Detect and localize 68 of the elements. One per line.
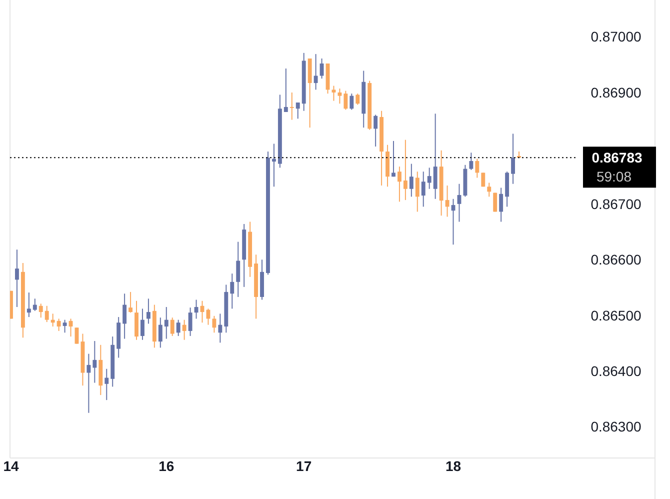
- y-tick-label: 0.86300: [590, 418, 642, 435]
- candlestick: [475, 158, 480, 178]
- candlestick: [62, 319, 67, 334]
- candlestick: [415, 171, 420, 212]
- candlestick: [403, 139, 408, 201]
- candlestick: [272, 143, 276, 188]
- candlestick: [218, 313, 222, 344]
- candlestick: [356, 93, 360, 106]
- text: 59:08: [596, 168, 632, 185]
- candlestick: [164, 306, 168, 340]
- candlestick: [296, 102, 300, 120]
- candlestick: [170, 317, 174, 336]
- candlestick: [505, 171, 510, 208]
- y-tick-label: 0.86600: [590, 252, 642, 268]
- candlestick: [320, 58, 324, 80]
- candlestick: [26, 292, 31, 318]
- candlestick: [104, 368, 109, 401]
- candlestick: [332, 85, 336, 102]
- candlestick: [284, 68, 288, 112]
- candlestick: [350, 93, 354, 110]
- candlestick: [188, 307, 192, 336]
- candlestick: [469, 152, 474, 170]
- candlestick: [44, 305, 49, 323]
- candlestick: [38, 303, 43, 318]
- candlestick: [140, 308, 144, 340]
- candlestick: [128, 291, 132, 314]
- candlestick: [487, 182, 492, 198]
- candlestick: [314, 54, 318, 90]
- candlestick: [230, 273, 234, 310]
- candlestick: [338, 88, 342, 104]
- candlestick: [499, 187, 504, 222]
- y-tick-label: 0.86900: [590, 84, 642, 100]
- candlestick: [236, 241, 240, 298]
- candlestick: [398, 166, 402, 202]
- candlestick: [158, 317, 162, 348]
- candlestick: [392, 140, 396, 178]
- candlestick: [290, 92, 294, 120]
- candlestick: [511, 133, 515, 184]
- x-tick-label: 14: [3, 458, 19, 474]
- y-tick-label: 0.86500: [590, 307, 642, 324]
- candlestick: [421, 171, 426, 208]
- candlestick: [134, 300, 138, 340]
- x-tick-label: 17: [296, 458, 312, 474]
- candlestick: [182, 319, 186, 340]
- candlestick: [212, 315, 216, 334]
- y-tick-label: 0.87000: [590, 28, 642, 45]
- candlestick: [176, 319, 180, 336]
- candlestick: [481, 172, 486, 188]
- candlestick: [32, 298, 37, 312]
- candlestick: [433, 113, 438, 200]
- candlestick: [146, 298, 150, 324]
- candlestick: [445, 185, 450, 218]
- x-tick-label: 18: [445, 458, 462, 474]
- candlestick: [409, 163, 414, 198]
- x-tick-label: 16: [158, 458, 174, 474]
- candlestick: [86, 353, 91, 414]
- candlestick: [344, 90, 348, 110]
- candlestick: [92, 340, 97, 384]
- candlestick: [56, 318, 61, 332]
- candlestick: [15, 249, 19, 308]
- ref-line-label: 0.86783: [592, 150, 643, 166]
- candlestick: [50, 313, 55, 328]
- y-tick-label: 0.86400: [590, 362, 642, 379]
- candlestick: [74, 327, 79, 344]
- candlestick: [427, 167, 432, 190]
- candlestick: [374, 114, 378, 148]
- y-tick-label: 0.86700: [590, 196, 642, 212]
- candlestick: [122, 293, 127, 340]
